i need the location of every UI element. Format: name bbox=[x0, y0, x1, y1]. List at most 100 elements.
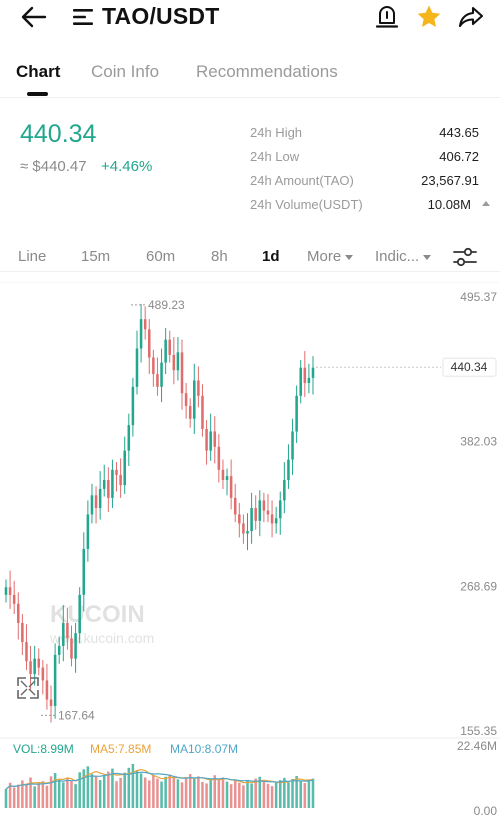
volume-bar bbox=[172, 775, 176, 808]
candle bbox=[176, 352, 180, 371]
interval-8h[interactable]: 8h bbox=[211, 248, 228, 265]
price-alert-icon bbox=[375, 6, 399, 28]
candle bbox=[25, 642, 28, 662]
volume-max-label: 22.46M bbox=[457, 739, 497, 753]
volume-bar bbox=[307, 781, 311, 808]
volume-bar bbox=[78, 772, 81, 808]
volume-bar bbox=[94, 775, 98, 808]
interval-line[interactable]: Line bbox=[18, 248, 47, 265]
pair-menu-button[interactable] bbox=[72, 6, 94, 28]
candle bbox=[86, 514, 90, 549]
candle bbox=[278, 500, 282, 519]
last-price-tag bbox=[442, 357, 497, 377]
candle bbox=[131, 386, 135, 426]
candle bbox=[242, 523, 245, 534]
volume-bar bbox=[29, 777, 32, 808]
page-tabs: Chart Coin Info Recommendations bbox=[0, 58, 500, 98]
chevron-down-icon bbox=[345, 254, 354, 260]
interval-1d[interactable]: 1d bbox=[262, 248, 280, 265]
share-button[interactable] bbox=[458, 5, 484, 29]
volume-bar bbox=[123, 772, 126, 808]
pair-title[interactable]: TAO/USDT bbox=[102, 3, 220, 29]
candle bbox=[152, 357, 155, 375]
volume-bar bbox=[21, 780, 24, 808]
tab-coin-info[interactable]: Coin Info bbox=[91, 62, 160, 81]
interval-15m[interactable]: 15m bbox=[81, 248, 111, 265]
volume-bar bbox=[225, 781, 229, 808]
volume-bar bbox=[57, 779, 61, 808]
candle bbox=[135, 348, 139, 387]
volume-bar bbox=[49, 776, 53, 808]
volume-bar bbox=[197, 776, 200, 808]
candle bbox=[201, 395, 204, 429]
candle bbox=[111, 469, 114, 498]
volume-bar bbox=[147, 780, 151, 808]
top-bar: TAO/USDT bbox=[0, 0, 500, 36]
candle bbox=[107, 479, 110, 498]
stat-label-24h-high: 24h High bbox=[250, 125, 303, 140]
tab-chart[interactable]: Chart bbox=[16, 62, 61, 81]
kucoin-watermark: KUCOIN www.kucoin.com bbox=[49, 601, 154, 646]
volume-bar bbox=[74, 784, 77, 808]
volume-bar bbox=[176, 779, 180, 808]
volume-bar bbox=[139, 773, 143, 808]
candle bbox=[250, 508, 253, 532]
low-price-label: 167.64 bbox=[58, 708, 95, 722]
star-icon bbox=[417, 5, 441, 27]
candle bbox=[262, 500, 266, 511]
volume-bar bbox=[160, 781, 163, 808]
candle bbox=[78, 594, 81, 634]
stat-label-24h-low: 24h Low bbox=[250, 149, 300, 164]
volume-bar bbox=[119, 777, 122, 808]
stat-value-24h-volume[interactable]: 10.08M bbox=[427, 197, 471, 212]
y-tick-label: 155.35 bbox=[460, 724, 497, 738]
candlestick-chart[interactable]: KUCOIN www.kucoin.com 495.37 382.03 268.69… bbox=[0, 282, 500, 822]
candle bbox=[17, 603, 20, 623]
volume-bar bbox=[66, 777, 69, 808]
interval-60m[interactable]: 60m bbox=[146, 248, 176, 265]
volume-bar bbox=[299, 780, 302, 808]
ma5-legend-value: MA5:7.85M bbox=[90, 742, 152, 756]
candle bbox=[233, 497, 237, 515]
indicators-dropdown[interactable]: Indic... bbox=[375, 248, 432, 265]
chart-settings-button[interactable] bbox=[452, 246, 478, 268]
favorite-button[interactable] bbox=[416, 4, 442, 30]
fullscreen-icon[interactable] bbox=[17, 677, 39, 699]
price-alert-button[interactable] bbox=[375, 4, 399, 30]
arrow-left-icon bbox=[21, 6, 47, 28]
fiat-price: ≈ $440.47 bbox=[20, 158, 87, 175]
volume-unit-toggle-icon[interactable] bbox=[482, 201, 490, 206]
candle bbox=[238, 514, 241, 524]
candle bbox=[70, 638, 73, 659]
back-button[interactable] bbox=[20, 4, 48, 30]
volume-bar bbox=[152, 775, 155, 808]
candle bbox=[4, 587, 8, 595]
volume-bar bbox=[254, 778, 257, 808]
candle bbox=[115, 469, 118, 475]
volume-bar bbox=[90, 774, 94, 808]
volume-bar bbox=[33, 786, 36, 808]
last-price: 440.34 bbox=[20, 120, 97, 148]
candle bbox=[49, 699, 53, 706]
candle bbox=[205, 428, 208, 451]
menu-lines-icon bbox=[73, 9, 93, 25]
ma10-line bbox=[5, 771, 314, 790]
volume-bar bbox=[233, 779, 237, 808]
volume-bar bbox=[17, 784, 20, 808]
volume-bar bbox=[53, 773, 57, 808]
volume-bar bbox=[131, 764, 135, 808]
interval-more[interactable]: More bbox=[307, 248, 354, 265]
volume-bar bbox=[250, 783, 253, 808]
candle bbox=[37, 658, 41, 668]
volume-bar bbox=[37, 783, 41, 808]
volume-bar bbox=[180, 782, 184, 808]
volume-bar bbox=[238, 782, 241, 808]
tab-recommendations[interactable]: Recommendations bbox=[196, 62, 338, 81]
candle bbox=[53, 654, 57, 706]
volume-bar bbox=[12, 787, 16, 808]
volume-bar bbox=[168, 774, 172, 808]
high-price-label: 489.23 bbox=[148, 298, 185, 312]
candle bbox=[143, 319, 147, 330]
candle bbox=[147, 329, 151, 358]
candle bbox=[188, 405, 192, 419]
